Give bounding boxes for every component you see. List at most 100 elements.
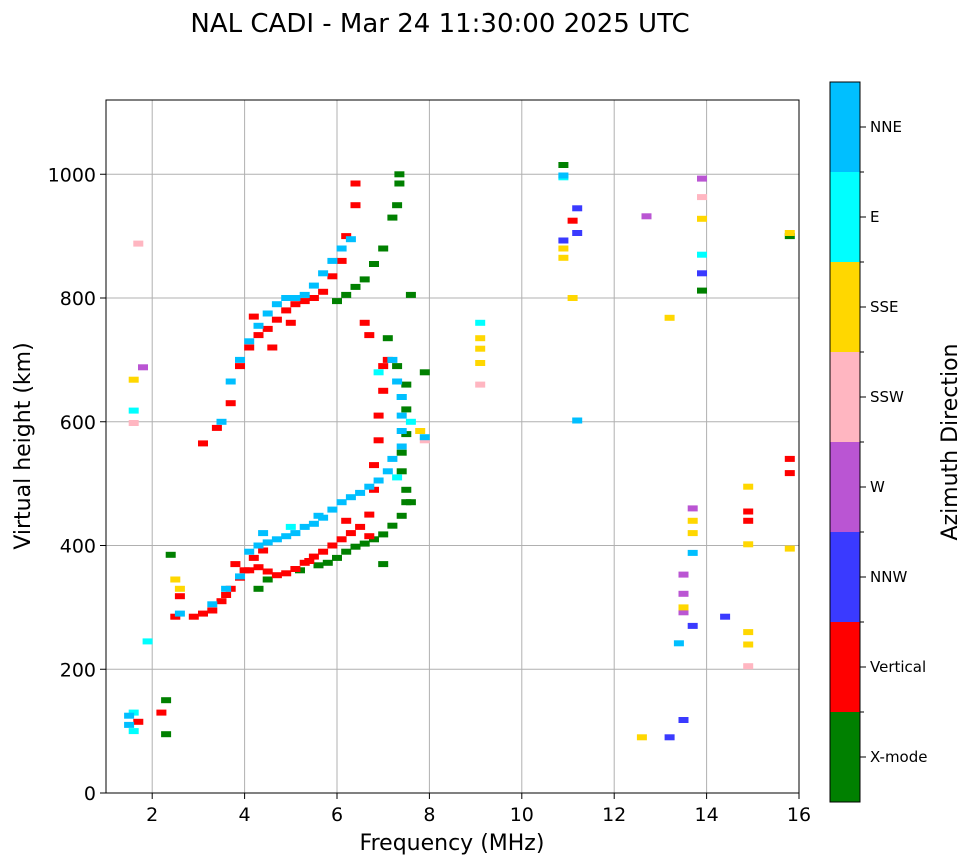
data-point xyxy=(170,576,181,583)
data-point xyxy=(336,499,347,506)
data-point xyxy=(258,530,269,537)
data-point xyxy=(281,307,292,314)
x-tick-label: 16 xyxy=(787,804,811,826)
data-point xyxy=(271,316,282,323)
y-tick-label: 400 xyxy=(60,536,96,558)
data-point xyxy=(350,283,361,290)
data-point xyxy=(262,310,273,317)
data-point xyxy=(253,564,264,571)
data-point xyxy=(419,369,430,376)
data-point xyxy=(475,335,486,342)
data-point xyxy=(327,257,338,264)
data-point xyxy=(392,202,403,209)
data-point xyxy=(262,568,273,575)
y-tick-label: 600 xyxy=(60,412,96,434)
data-point xyxy=(253,332,264,339)
colorbar-segment xyxy=(830,532,860,622)
data-point xyxy=(318,548,329,555)
colorbar-segment xyxy=(830,172,860,262)
data-point xyxy=(784,455,795,462)
data-point xyxy=(327,506,338,513)
data-point xyxy=(313,562,324,569)
data-point xyxy=(285,319,296,326)
data-point xyxy=(336,257,347,264)
data-point xyxy=(221,585,232,592)
data-point xyxy=(378,561,389,568)
data-point xyxy=(392,363,403,370)
series-e xyxy=(128,174,707,735)
data-point xyxy=(697,194,707,201)
chart-title: NAL CADI - Mar 24 11:30:00 2025 UTC xyxy=(190,9,689,39)
data-point xyxy=(697,175,707,182)
y-tick-label: 1000 xyxy=(48,164,96,186)
data-point xyxy=(664,734,675,741)
data-point xyxy=(558,172,569,179)
colorbar-tick-label: W xyxy=(870,478,885,496)
data-point xyxy=(373,477,384,484)
data-point xyxy=(253,542,264,549)
colorbar-tick-label: SSW xyxy=(870,388,904,406)
data-point xyxy=(558,162,569,168)
data-point xyxy=(355,523,366,530)
data-point xyxy=(373,412,384,419)
data-point xyxy=(308,520,319,527)
data-point xyxy=(221,592,232,598)
data-point xyxy=(572,205,583,212)
data-point xyxy=(743,663,754,670)
data-point xyxy=(133,718,144,725)
data-point xyxy=(678,717,689,723)
data-point xyxy=(355,489,366,496)
data-point xyxy=(299,298,310,305)
data-point xyxy=(271,301,282,308)
data-point xyxy=(405,418,416,425)
data-point xyxy=(382,468,393,475)
data-point xyxy=(248,313,259,320)
colorbar-label: Azimuth Direction xyxy=(938,343,963,540)
data-point xyxy=(258,547,269,554)
data-point xyxy=(244,338,255,345)
colorbar-tick-label: Vertical xyxy=(870,658,926,676)
data-point xyxy=(313,512,324,519)
series-x-mode xyxy=(161,162,795,738)
series-nnw xyxy=(558,205,731,741)
data-point xyxy=(373,437,384,444)
data-point xyxy=(636,734,647,741)
data-point xyxy=(419,437,430,444)
data-point xyxy=(396,412,407,419)
data-point xyxy=(419,434,430,441)
data-point xyxy=(387,522,398,529)
data-point xyxy=(678,590,689,597)
data-point xyxy=(350,180,361,187)
data-point xyxy=(673,640,684,647)
data-point xyxy=(174,610,185,617)
data-point xyxy=(156,709,167,716)
colorbar-tick-label: SSE xyxy=(870,298,899,316)
data-point xyxy=(558,245,569,252)
colorbar-segment xyxy=(830,262,860,352)
data-point xyxy=(475,381,486,388)
data-point xyxy=(396,512,407,519)
data-point xyxy=(558,254,569,261)
data-point xyxy=(198,610,208,617)
x-tick-label: 10 xyxy=(510,804,534,826)
data-point xyxy=(687,517,698,524)
colorbar-tick-label: E xyxy=(870,208,879,226)
data-point xyxy=(198,440,208,447)
data-point xyxy=(743,541,754,548)
data-point xyxy=(244,548,255,555)
data-point xyxy=(687,622,698,629)
grid-lines xyxy=(106,100,800,794)
colorbar-tick-label: NNW xyxy=(870,568,907,586)
colorbar-segment xyxy=(830,352,860,442)
data-point xyxy=(350,202,361,209)
y-axis-label: Virtual height (km) xyxy=(11,342,36,549)
y-axis-ticks: 0 200 400 600 800 1000 xyxy=(48,164,106,805)
data-point xyxy=(345,530,356,537)
colorbar-tick-label: NNE xyxy=(870,118,902,136)
data-point xyxy=(378,363,389,370)
data-point xyxy=(253,585,264,592)
data-point xyxy=(281,295,292,301)
data-point xyxy=(401,486,412,493)
data-point xyxy=(230,561,241,568)
data-point xyxy=(142,638,153,645)
